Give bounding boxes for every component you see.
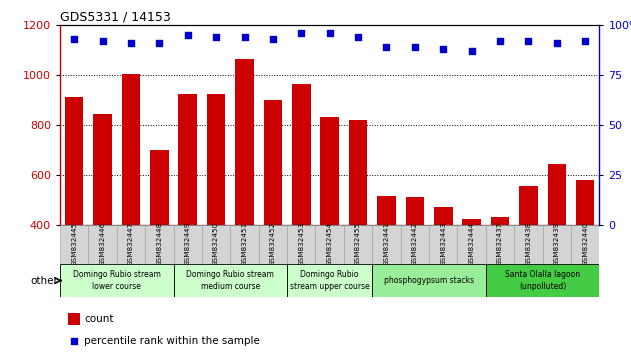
Point [523, 38, 533, 44]
Bar [514, 225, 543, 264]
Bar [463, 218, 481, 325]
Bar [292, 84, 310, 325]
Bar [122, 74, 140, 325]
Bar [93, 114, 112, 325]
Text: GSM832447: GSM832447 [128, 222, 134, 266]
Bar [344, 225, 372, 264]
Text: GSM832437: GSM832437 [497, 222, 503, 266]
Point [381, 44, 391, 50]
Bar [202, 225, 230, 264]
Point [268, 36, 278, 42]
Bar [88, 225, 117, 264]
Bar [486, 264, 599, 297]
Point [211, 34, 221, 40]
Text: GSM832455: GSM832455 [355, 222, 361, 266]
Text: GSM832444: GSM832444 [469, 222, 475, 266]
Text: Domingo Rubio
stream upper course: Domingo Rubio stream upper course [290, 270, 370, 291]
Point [183, 32, 193, 38]
Text: GSM832443: GSM832443 [440, 222, 446, 266]
Point [126, 40, 136, 46]
Point [466, 48, 476, 53]
Bar [179, 93, 197, 325]
Point [495, 38, 505, 44]
Bar [145, 225, 174, 264]
Text: GSM832450: GSM832450 [213, 222, 219, 266]
Text: phosphogypsum stacks: phosphogypsum stacks [384, 276, 474, 285]
Text: GSM832451: GSM832451 [242, 222, 247, 266]
Point [69, 338, 79, 344]
Point [69, 36, 80, 42]
Text: GSM832439: GSM832439 [554, 222, 560, 266]
Point [353, 34, 363, 40]
Point [580, 38, 590, 44]
Point [296, 30, 306, 36]
Bar [207, 93, 225, 325]
Bar [372, 264, 486, 297]
Bar [519, 186, 538, 325]
Text: Santa Olalla lagoon
(unpolluted): Santa Olalla lagoon (unpolluted) [505, 270, 581, 291]
Bar [457, 225, 486, 264]
Bar [287, 225, 316, 264]
Bar [60, 264, 174, 297]
Bar [321, 117, 339, 325]
Bar [264, 100, 282, 325]
Bar [491, 217, 509, 325]
Point [410, 44, 420, 50]
Text: Domingo Rubio stream
lower course: Domingo Rubio stream lower course [73, 270, 161, 291]
Bar [65, 97, 83, 325]
Text: GSM832446: GSM832446 [100, 222, 105, 266]
Text: GDS5331 / 14153: GDS5331 / 14153 [60, 11, 171, 24]
Bar [548, 164, 566, 325]
Point [239, 34, 249, 40]
Bar [117, 225, 145, 264]
Bar [316, 225, 344, 264]
Text: GSM832440: GSM832440 [582, 222, 588, 266]
Text: Domingo Rubio stream
medium course: Domingo Rubio stream medium course [186, 270, 274, 291]
Bar [486, 225, 514, 264]
Bar [571, 225, 599, 264]
Text: GSM832442: GSM832442 [412, 222, 418, 266]
Text: GSM832445: GSM832445 [71, 222, 77, 266]
Bar [174, 225, 202, 264]
Bar [259, 225, 287, 264]
Bar [60, 225, 88, 264]
Bar [174, 264, 287, 297]
Bar [230, 225, 259, 264]
Bar [68, 313, 80, 325]
Bar [401, 225, 429, 264]
Text: GSM832453: GSM832453 [298, 222, 304, 266]
Bar [543, 225, 571, 264]
Bar [372, 225, 401, 264]
Text: GSM832441: GSM832441 [384, 222, 389, 266]
Text: GSM832452: GSM832452 [270, 222, 276, 266]
Text: GSM832449: GSM832449 [185, 222, 191, 266]
Bar [576, 180, 594, 325]
Text: GSM832454: GSM832454 [327, 222, 333, 266]
Point [438, 46, 448, 52]
Text: count: count [84, 314, 114, 324]
Text: other: other [31, 275, 59, 286]
Bar [377, 196, 396, 325]
Text: percentile rank within the sample: percentile rank within the sample [84, 336, 260, 346]
Bar [429, 225, 457, 264]
Point [551, 40, 562, 46]
Point [97, 38, 107, 44]
Point [154, 40, 164, 46]
Bar [406, 197, 424, 325]
Bar [287, 264, 372, 297]
Bar [434, 207, 452, 325]
Text: GSM832448: GSM832448 [156, 222, 162, 266]
Point [324, 30, 334, 36]
Bar [349, 120, 367, 325]
Bar [150, 150, 168, 325]
Bar [235, 58, 254, 325]
Text: GSM832438: GSM832438 [526, 222, 531, 266]
